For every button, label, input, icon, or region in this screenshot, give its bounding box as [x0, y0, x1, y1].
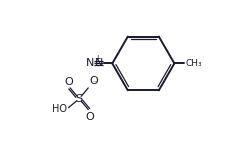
Text: O: O [89, 76, 98, 86]
Text: O: O [65, 77, 74, 87]
Text: ⁻: ⁻ [92, 78, 96, 87]
Text: N: N [86, 59, 94, 68]
Text: S: S [76, 94, 83, 104]
Text: HO: HO [52, 104, 66, 114]
Text: O: O [85, 112, 94, 122]
Text: N: N [95, 59, 103, 68]
Text: +: + [94, 54, 101, 63]
Text: CH₃: CH₃ [185, 59, 202, 68]
